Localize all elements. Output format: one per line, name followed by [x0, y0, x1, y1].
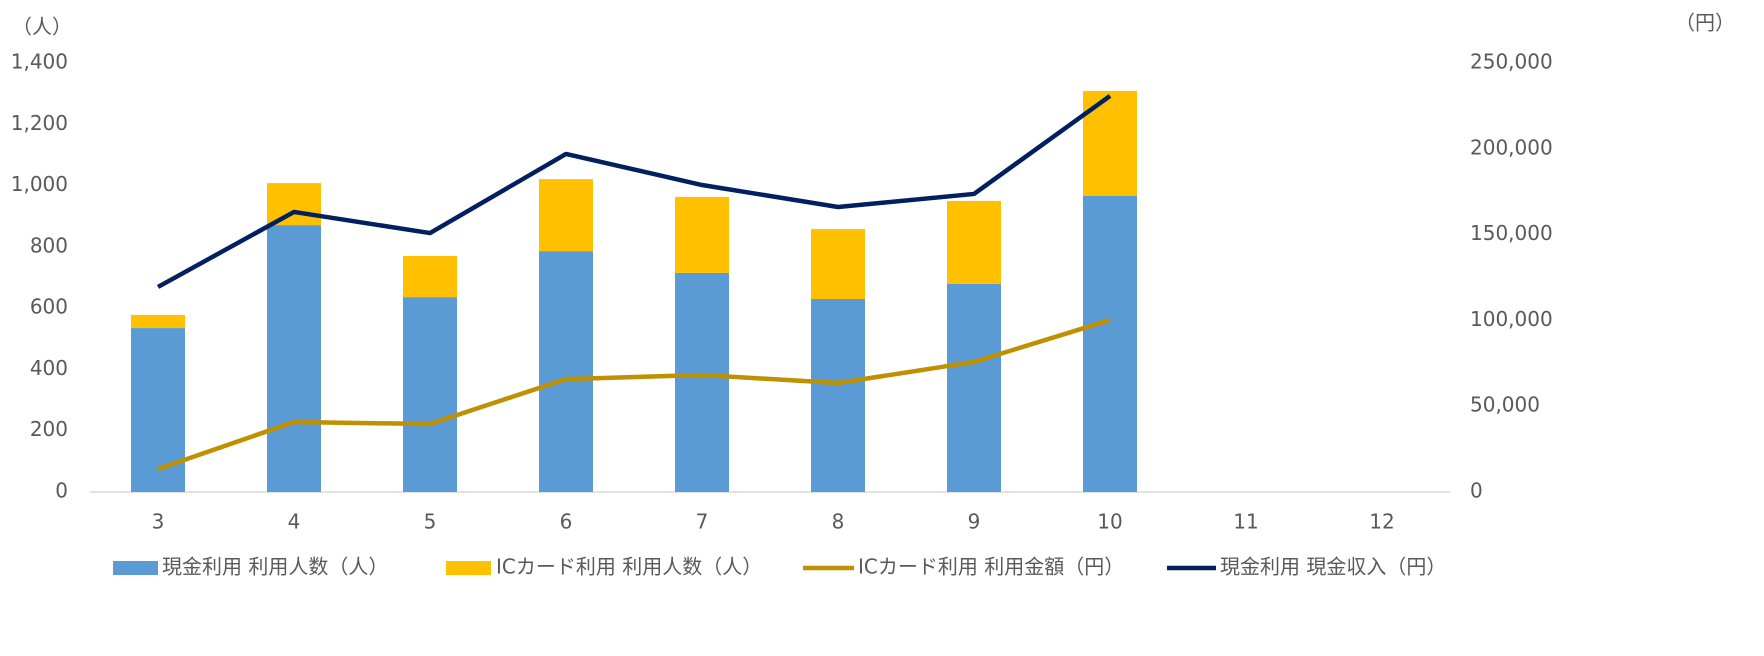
- y-tick-label: 200: [30, 417, 68, 441]
- y2-axis-label: （円）: [1675, 11, 1735, 35]
- legend-label: ICカード利用 利用人数（人）: [496, 555, 762, 579]
- y2-tick-label: 100,000: [1470, 307, 1553, 331]
- x-tick-label: 5: [424, 510, 437, 534]
- bar: [811, 229, 865, 299]
- y-tick-label: 400: [30, 356, 68, 380]
- bar: [675, 196, 729, 273]
- line: [156, 94, 1112, 289]
- y2-tick-label: 0: [1470, 479, 1483, 503]
- bar: [811, 298, 865, 492]
- x-tick-label: 8: [832, 510, 845, 534]
- bar: [539, 251, 593, 492]
- legend-swatch: [446, 561, 491, 575]
- bar: [947, 200, 1001, 284]
- x-tick-label: 10: [1097, 510, 1122, 534]
- x-tick-label: 3: [152, 510, 165, 534]
- bar: [947, 283, 1001, 492]
- y2-tick-label: 50,000: [1470, 393, 1540, 417]
- legend-label: 現金利用 現金収入（円）: [1220, 555, 1446, 579]
- bar: [675, 272, 729, 492]
- legend-swatch: [113, 561, 158, 575]
- bar: [131, 314, 185, 329]
- bar: [267, 225, 321, 492]
- bar: [1083, 195, 1137, 493]
- legend-label: ICカード利用 利用金額（円）: [858, 555, 1124, 579]
- line: [157, 317, 1111, 472]
- y2-tick-label: 200,000: [1470, 135, 1553, 159]
- y-axis-label: （人）: [12, 15, 72, 39]
- y-tick-label: 1,000: [11, 172, 68, 196]
- y2-tick-label: 250,000: [1470, 50, 1553, 74]
- x-tick-label: 12: [1369, 510, 1394, 534]
- x-tick-label: 6: [560, 510, 573, 534]
- bar: [403, 256, 457, 298]
- legend-label: 現金利用 利用人数（人）: [162, 555, 388, 579]
- y-tick-label: 600: [30, 295, 68, 319]
- x-tick-label: 7: [696, 510, 709, 534]
- y-tick-label: 1,200: [11, 111, 68, 135]
- bar: [1083, 90, 1137, 196]
- y-tick-label: 1,400: [11, 50, 68, 74]
- bar: [539, 179, 593, 252]
- bar: [403, 297, 457, 492]
- x-tick-label: 4: [288, 510, 301, 534]
- y-tick-label: 0: [55, 479, 68, 503]
- x-tick-label: 11: [1233, 510, 1258, 534]
- y2-tick-label: 150,000: [1470, 221, 1553, 245]
- bar: [267, 183, 321, 226]
- x-tick-label: 9: [968, 510, 981, 534]
- y-tick-label: 800: [30, 233, 68, 257]
